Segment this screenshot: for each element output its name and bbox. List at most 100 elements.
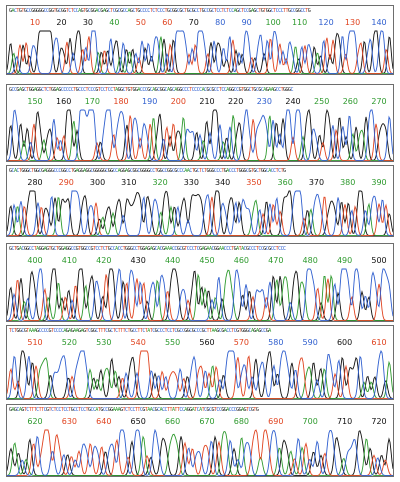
base-call-letter: C <box>97 8 101 14</box>
base-call-letter: C <box>58 168 61 174</box>
base-call-letter: T <box>16 8 19 14</box>
base-call-letter: C <box>302 8 306 14</box>
base-call-letter: G <box>88 168 91 174</box>
base-call-letter: G <box>65 328 69 334</box>
base-call-sequence: GCTGACGGCCTAGGAGTGCTGGAGGCCGTGGCCGTCCTCT… <box>9 245 393 254</box>
base-call-letter: G <box>97 168 101 174</box>
base-call-letter: T <box>280 87 284 93</box>
base-call-letter: T <box>137 328 140 334</box>
base-call-letter: G <box>117 87 121 93</box>
base-call-letter: C <box>211 246 214 252</box>
base-call-letter: T <box>85 328 89 334</box>
base-call-letter: G <box>33 8 37 14</box>
position-label: 280 <box>27 178 43 187</box>
base-call-letter: G <box>194 168 197 174</box>
base-call-letter: T <box>201 407 205 413</box>
position-label: 610 <box>371 338 387 347</box>
base-call-letter: T <box>53 407 56 413</box>
base-call-letter: C <box>248 407 251 413</box>
base-call-letter: T <box>221 168 224 174</box>
base-call-letter: G <box>105 8 108 14</box>
base-call-letter: A <box>201 246 205 252</box>
base-call-letter: C <box>265 168 269 174</box>
base-call-letter: A <box>184 168 187 174</box>
base-call-letter: G <box>36 8 39 14</box>
base-call-letter: G <box>171 8 175 14</box>
base-call-letter: C <box>142 8 145 14</box>
position-label: 620 <box>27 417 43 426</box>
base-call-letter: G <box>41 8 44 14</box>
base-call-letter: C <box>196 8 200 14</box>
base-call-letter: T <box>204 168 207 174</box>
base-call-letter: G <box>243 168 247 174</box>
position-ruler: 510 520 530 540 550 560 570 580 590 600 610 <box>7 337 393 349</box>
base-call-letter: C <box>83 87 86 93</box>
base-call-letter: A <box>55 87 59 93</box>
base-call-letter: G <box>13 407 17 413</box>
base-call-letter: T <box>18 168 22 174</box>
base-call-letter: C <box>253 246 256 252</box>
base-call-letter: T <box>285 8 289 14</box>
position-label: 710 <box>336 417 353 426</box>
base-call-letter: A <box>33 87 37 93</box>
base-call-letter: A <box>199 407 202 413</box>
base-call-letter: C <box>55 407 59 413</box>
base-call-letter: G <box>95 168 98 174</box>
position-label: 580 <box>268 338 284 347</box>
base-call-letter: G <box>100 407 103 413</box>
base-call-letter: C <box>13 8 17 14</box>
base-call-letter: T <box>65 8 69 14</box>
base-call-letter: G <box>53 87 56 93</box>
base-call-letter: C <box>189 8 192 14</box>
base-call-letter: C <box>164 87 168 93</box>
base-call-letter: A <box>206 246 210 252</box>
base-call-letter: G <box>83 246 86 252</box>
base-call-letter: A <box>68 328 71 334</box>
position-label: 540 <box>130 338 146 347</box>
base-call-letter: C <box>278 246 281 252</box>
base-call-letter: C <box>58 8 61 14</box>
base-call-letter: G <box>167 168 170 174</box>
base-call-letter: A <box>167 246 170 252</box>
position-label: 210 <box>199 97 215 106</box>
base-call-letter: G <box>162 87 165 93</box>
base-call-letter: G <box>18 8 22 14</box>
base-call-letter: G <box>83 328 86 334</box>
base-call-letter: A <box>268 87 271 93</box>
base-call-letter: G <box>246 87 249 93</box>
base-call-letter: C <box>142 87 145 93</box>
base-call-letter: C <box>204 8 207 14</box>
base-call-letter: A <box>83 168 86 174</box>
base-call-letter: C <box>213 168 217 174</box>
base-call-letter: T <box>213 8 217 14</box>
base-call-letter: G <box>38 8 42 14</box>
base-call-letter: G <box>139 246 143 252</box>
base-call-sequence: GCACTGGGCTGGCGAGGGCCCGGCCTGAGGAGGCGGGGGC… <box>9 167 393 176</box>
base-call-letter: G <box>31 87 34 93</box>
base-call-letter: C <box>38 328 42 334</box>
base-call-letter: C <box>181 407 185 413</box>
base-call-letter: C <box>117 246 121 252</box>
base-call-letter: T <box>238 246 242 252</box>
base-call-letter: G <box>36 87 39 93</box>
base-call-letter: G <box>268 8 271 14</box>
base-call-letter: C <box>273 246 276 252</box>
base-call-letter: C <box>112 246 116 252</box>
base-call-letter: G <box>265 328 269 334</box>
base-call-letter: C <box>228 8 232 14</box>
base-call-letter: G <box>100 168 103 174</box>
base-call-letter: A <box>263 87 266 93</box>
base-call-letter: A <box>149 407 153 413</box>
base-call-letter: G <box>243 87 247 93</box>
base-call-letter: C <box>46 328 49 334</box>
base-call-letter: G <box>90 246 93 252</box>
base-call-letter: C <box>179 328 182 334</box>
base-call-letter: C <box>95 328 98 334</box>
base-call-letter: G <box>50 8 54 14</box>
base-call-letter: C <box>216 168 219 174</box>
base-call-letter: G <box>75 87 79 93</box>
base-call-letter: T <box>112 87 116 93</box>
base-call-letter: C <box>80 87 84 93</box>
base-call-letter: C <box>179 168 182 174</box>
base-call-letter: C <box>90 168 93 174</box>
